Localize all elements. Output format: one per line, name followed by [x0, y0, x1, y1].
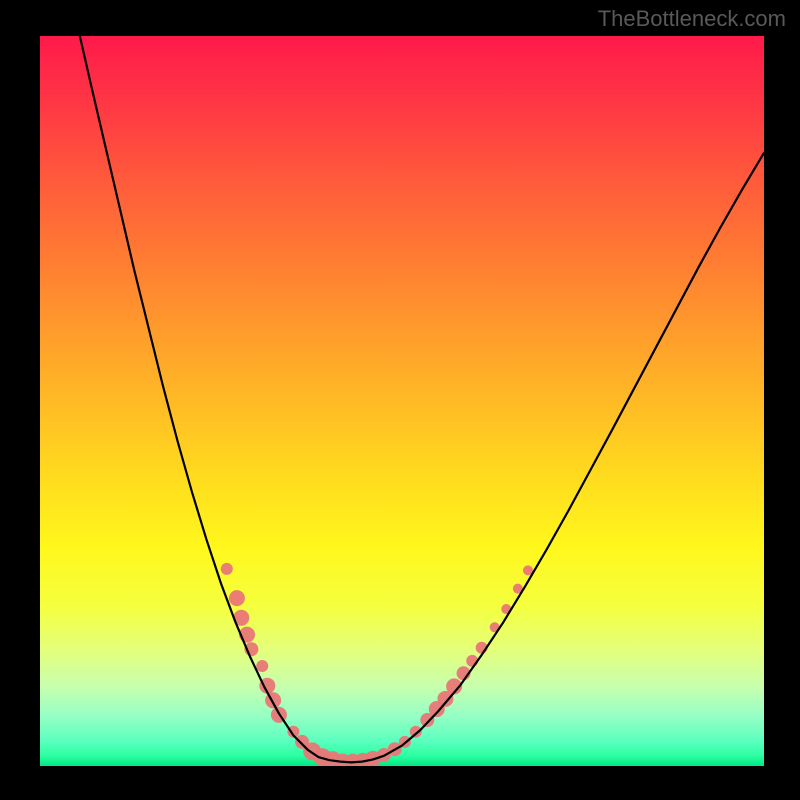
data-dots [221, 563, 533, 766]
plot-area [40, 36, 764, 766]
watermark-text: TheBottleneck.com [598, 6, 786, 32]
curve-layer [40, 36, 764, 766]
chart-container: TheBottleneck.com [0, 0, 800, 800]
curve-line [80, 36, 764, 762]
